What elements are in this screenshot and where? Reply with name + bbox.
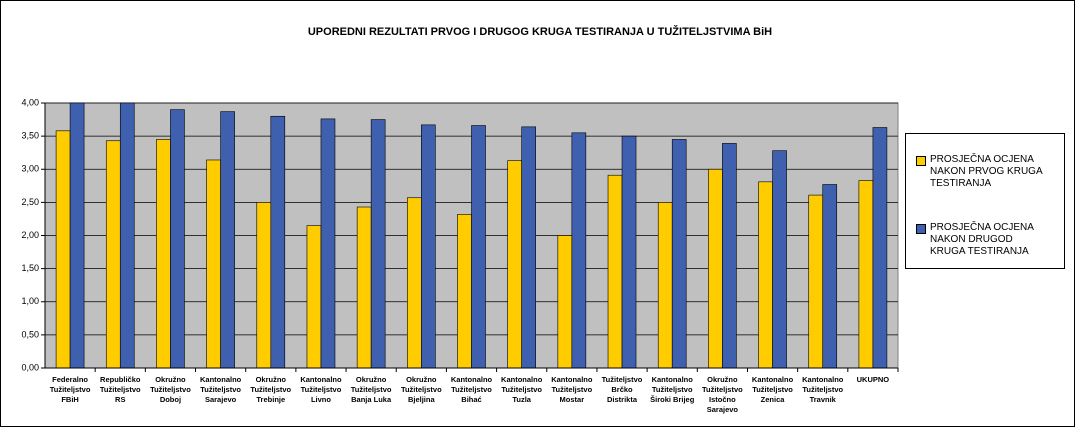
x-tick-label: Federalno Tužiteljstvo FBiH	[49, 375, 91, 404]
x-tick-label: Kantonalno Tužiteljstvo Zenica	[751, 375, 794, 404]
bar	[105, 140, 121, 369]
x-tick-label: UKUPNO	[856, 375, 890, 384]
y-tick-label: 2,50	[21, 197, 39, 207]
x-tick-label: Kantonalno Tužiteljstvo Bihać	[450, 375, 493, 404]
bar	[220, 111, 235, 369]
y-tick-label: 0,00	[21, 362, 39, 372]
bar	[772, 150, 787, 369]
legend-item: PROSJEČNA OCJENA NAKON DRUGOD KRUGA TEST…	[916, 222, 1034, 258]
x-tick-label: Kantonalno Tužiteljstvo Livno	[300, 375, 342, 404]
x-tick-label: Okružno Tužiteljstvo Doboj	[150, 375, 191, 404]
y-tick-label: 2,00	[21, 230, 39, 240]
bar	[808, 194, 824, 369]
bar	[370, 119, 386, 369]
bar	[708, 168, 723, 369]
bar	[270, 115, 286, 369]
x-tick-label: Tužiteljstvo Brčko Distrikta	[601, 375, 643, 404]
y-tick-label: 4,00	[21, 97, 39, 107]
legend-swatch	[916, 224, 926, 234]
bar	[457, 214, 472, 369]
x-tick-label: Kantonalno Tužiteljstvo Tuzla	[501, 375, 543, 404]
legend-item: PROSJEČNA OCJENA NAKON PRVOG KRUGA TESTI…	[916, 154, 1043, 190]
bar	[858, 180, 874, 369]
x-tick-label: Okružno Tužiteljstvo Bjeljina	[400, 375, 442, 404]
y-tick-label: 0,50	[21, 329, 39, 339]
bar	[507, 160, 522, 369]
bar	[471, 125, 486, 369]
x-tick-label: Okružno Tužiteljstvo Trebinje	[250, 375, 292, 404]
x-tick-label: Kantonalno Tužiteljstvo Travnik	[802, 375, 844, 404]
y-tick-label: 1,50	[21, 263, 39, 273]
bar	[206, 159, 221, 369]
x-tick-label: Okružno Tužiteljstvo Banja Luka	[350, 375, 392, 404]
x-tick-label: Republičko Tužiteljstvo RS	[99, 375, 141, 404]
bar	[306, 225, 322, 369]
bar	[521, 126, 536, 369]
bar	[671, 139, 687, 369]
x-tick-label: Kantonalno Tužiteljstvo Sarajevo	[199, 375, 242, 404]
bar	[607, 174, 623, 369]
bar	[256, 202, 272, 369]
bar	[557, 235, 573, 369]
y-tick-label: 3,50	[21, 131, 39, 141]
bar	[407, 197, 422, 369]
bar	[571, 132, 587, 369]
bar	[69, 102, 85, 369]
bar	[758, 181, 773, 369]
x-tick-label: Kantonalno Tužiteljstvo Široki Brijeg	[650, 375, 695, 404]
bar	[170, 109, 185, 369]
legend-swatch	[916, 156, 926, 166]
x-tick-label: Okružno Tužiteljstvo Istočno Sarajevo	[702, 375, 743, 414]
bar	[55, 130, 71, 369]
bar	[320, 118, 336, 369]
y-tick-label: 1,00	[21, 296, 39, 306]
bar	[657, 202, 673, 369]
bar	[722, 143, 737, 369]
bar	[822, 184, 838, 369]
chart-title: UPOREDNI REZULTATI PRVOG I DRUGOG KRUGA …	[308, 25, 772, 38]
bar	[356, 206, 372, 369]
y-tick-label: 3,00	[21, 164, 39, 174]
bar	[621, 135, 637, 369]
bar	[421, 124, 436, 369]
legend: PROSJEČNA OCJENA NAKON PRVOG KRUGA TESTI…	[905, 133, 1065, 269]
bar	[872, 127, 888, 369]
x-tick-label: Kantonalno Tužiteljstvo Mostar	[551, 375, 593, 404]
bar	[119, 102, 135, 369]
bar	[156, 139, 171, 369]
